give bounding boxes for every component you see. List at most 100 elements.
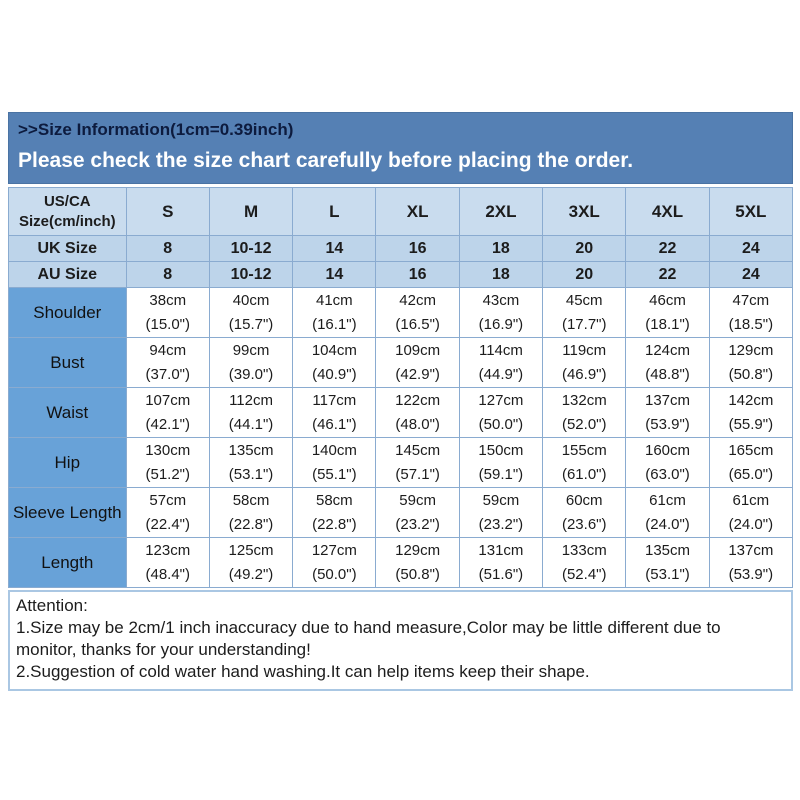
measure-cell: 131cm (51.6") [458, 537, 544, 588]
measure-cm: 109cm [395, 342, 441, 360]
size-header-cell: L [292, 187, 377, 236]
measure-cell: 117cm (46.1") [292, 387, 377, 438]
size-value-cell: 8 [125, 261, 210, 288]
measure-inch: (50.8") [728, 365, 774, 383]
measure-cell: 123cm (48.4") [125, 537, 210, 588]
measure-cell: 104cm (40.9") [292, 337, 377, 388]
measure-inch: (40.9") [312, 365, 357, 383]
size-value-cell: 16 [375, 261, 460, 288]
measure-inch: (46.9") [561, 365, 607, 383]
measure-cm: 41cm [315, 292, 353, 310]
size-value-cell: 20 [542, 261, 627, 288]
row-label: Bust [8, 337, 127, 388]
measure-cm: 112cm [229, 392, 273, 410]
row-label: UK Size [8, 235, 127, 262]
measure-inch: (22.8") [228, 515, 274, 533]
measure-cell: 46cm (18.1") [625, 287, 710, 338]
measure-cm: 42cm [399, 292, 436, 310]
attention-heading: Attention: [16, 596, 88, 615]
measure-cell: 142cm (55.9") [708, 387, 794, 438]
measure-cell: 109cm (42.9") [375, 337, 460, 388]
measure-inch: (48.8") [645, 365, 690, 383]
measure-inch: (23.6") [561, 515, 607, 533]
measure-cell: 127cm (50.0") [458, 387, 544, 438]
measure-cm: 129cm [395, 542, 441, 560]
measure-inch: (51.2") [145, 465, 190, 483]
measure-cell: 150cm (59.1") [458, 437, 544, 488]
measure-cell: 124cm (48.8") [625, 337, 710, 388]
measure-inch: (50.0") [312, 565, 357, 583]
measure-cell: 38cm (15.0") [125, 287, 210, 338]
measure-cell: 137cm (53.9") [708, 537, 794, 588]
measure-cm: 133cm [561, 542, 607, 560]
measure-cell: 99cm (39.0") [208, 337, 294, 388]
attention-line: 2.Suggestion of cold water hand washing.… [16, 662, 590, 682]
measure-row: Waist 107cm (42.1") 112cm (44.1") 117cm (46.1"… [8, 387, 794, 438]
measure-cm: 155cm [561, 442, 607, 460]
measure-cm: 127cm [311, 542, 357, 560]
measure-cell: 45cm (17.7") [542, 287, 627, 338]
row-label: Length [8, 537, 127, 588]
measure-cell: 140cm (55.1") [292, 437, 377, 488]
measure-cm: 99cm [232, 342, 270, 360]
measure-cell: 58cm (22.8") [292, 487, 377, 538]
size-value-cell: 20 [542, 235, 627, 262]
size-row: UK Size 8 10-12 14 16 18 20 22 24 [8, 235, 794, 262]
measure-cell: 155cm (61.0") [542, 437, 627, 488]
measure-inch: (44.9") [478, 365, 524, 383]
measure-cell: 135cm (53.1") [625, 537, 710, 588]
measure-inch: (52.0") [561, 415, 607, 433]
measure-cell: 133cm (52.4") [542, 537, 627, 588]
measure-cm: 135cm [228, 442, 274, 460]
measure-cm: 47cm [732, 292, 770, 310]
size-header-cell: M [208, 187, 294, 236]
measure-inch: (24.0") [645, 515, 690, 533]
measure-cm: 132cm [561, 392, 607, 410]
measure-inch: (63.0") [645, 465, 690, 483]
size-value-cell: 14 [292, 261, 377, 288]
measure-cm: 40cm [232, 292, 270, 310]
corner-header-cell: US/CA Size(cm/inch) [8, 187, 127, 236]
measure-inch: (65.0") [728, 465, 774, 483]
measure-inch: (55.1") [312, 465, 357, 483]
measure-inch: (37.0") [145, 365, 190, 383]
measure-cell: 129cm (50.8") [708, 337, 794, 388]
measure-cell: 122cm (48.0") [375, 387, 460, 438]
size-header-cell: 5XL [708, 187, 794, 236]
measure-cm: 165cm [728, 442, 774, 460]
measure-cell: 112cm (44.1") [208, 387, 294, 438]
measure-inch: (57.1") [395, 465, 440, 483]
measure-cm: 59cm [482, 492, 520, 510]
measure-inch: (22.4") [145, 515, 190, 533]
measure-inch: (23.2") [395, 515, 440, 533]
measure-inch: (59.1") [478, 465, 524, 483]
banner-subtitle: Please check the size chart carefully be… [18, 149, 634, 172]
measure-inch: (42.9") [395, 365, 440, 383]
measure-cm: 142cm [728, 392, 774, 410]
measure-row: Sleeve Length 57cm (22.4") 58cm (22.8") 58cm (… [8, 487, 794, 538]
measure-cm: 122cm [395, 392, 441, 410]
size-value-cell: 10-12 [208, 235, 294, 262]
measure-inch: (52.4") [561, 565, 607, 583]
measure-inch: (22.8") [312, 515, 357, 533]
size-header-cell: 3XL [542, 187, 627, 236]
measure-cm: 46cm [649, 292, 686, 310]
measure-cm: 135cm [645, 542, 691, 560]
measure-cm: 107cm [145, 392, 191, 410]
measure-inch: (48.4") [145, 565, 190, 583]
measure-inch: (53.9") [645, 415, 690, 433]
measure-cm: 94cm [149, 342, 187, 360]
row-label: Hip [8, 437, 127, 488]
measure-inch: (23.2") [478, 515, 524, 533]
measure-inch: (51.6") [478, 565, 524, 583]
measure-cell: 58cm (22.8") [208, 487, 294, 538]
measure-cm: 60cm [565, 492, 603, 510]
measure-cm: 61cm [732, 492, 770, 510]
measure-inch: (15.7") [228, 315, 274, 333]
size-value-cell: 22 [625, 261, 710, 288]
measure-cell: 137cm (53.9") [625, 387, 710, 438]
measure-cm: 150cm [478, 442, 524, 460]
measure-cell: 130cm (51.2") [125, 437, 210, 488]
size-value-cell: 16 [375, 235, 460, 262]
size-value-cell: 10-12 [208, 261, 294, 288]
